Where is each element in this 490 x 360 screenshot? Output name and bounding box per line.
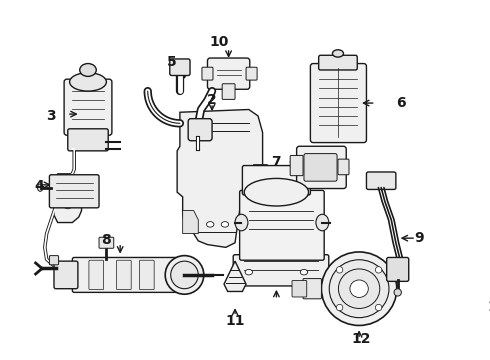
FancyBboxPatch shape [202, 67, 213, 80]
Text: 12: 12 [351, 332, 371, 346]
Ellipse shape [207, 222, 214, 227]
Ellipse shape [321, 252, 397, 325]
Ellipse shape [165, 256, 204, 294]
FancyBboxPatch shape [233, 255, 329, 286]
Text: 2: 2 [207, 93, 217, 107]
Text: 11: 11 [225, 314, 245, 328]
FancyBboxPatch shape [49, 175, 99, 208]
FancyBboxPatch shape [64, 79, 112, 135]
FancyBboxPatch shape [140, 260, 154, 290]
Ellipse shape [316, 214, 329, 231]
FancyBboxPatch shape [222, 84, 235, 99]
Text: 5: 5 [167, 55, 176, 69]
Ellipse shape [235, 214, 248, 231]
Text: 10: 10 [210, 35, 229, 49]
FancyBboxPatch shape [318, 55, 357, 70]
FancyBboxPatch shape [240, 190, 324, 260]
Text: 6: 6 [395, 96, 405, 110]
Text: 3: 3 [47, 109, 56, 123]
Text: 7: 7 [271, 155, 281, 169]
Ellipse shape [375, 267, 382, 273]
FancyBboxPatch shape [387, 257, 409, 282]
FancyBboxPatch shape [290, 156, 303, 176]
FancyBboxPatch shape [68, 129, 108, 151]
FancyBboxPatch shape [54, 261, 78, 289]
Ellipse shape [350, 280, 368, 297]
Ellipse shape [375, 304, 382, 311]
FancyBboxPatch shape [243, 166, 310, 195]
FancyBboxPatch shape [303, 279, 321, 299]
FancyBboxPatch shape [49, 256, 59, 265]
Ellipse shape [244, 179, 309, 206]
Ellipse shape [337, 267, 343, 273]
Ellipse shape [329, 260, 389, 318]
FancyBboxPatch shape [310, 64, 367, 143]
Ellipse shape [64, 185, 72, 190]
FancyBboxPatch shape [188, 119, 212, 141]
Ellipse shape [245, 269, 252, 275]
FancyBboxPatch shape [292, 280, 307, 297]
Ellipse shape [64, 203, 72, 209]
Ellipse shape [70, 73, 106, 91]
Ellipse shape [337, 304, 343, 311]
Ellipse shape [37, 184, 43, 191]
FancyBboxPatch shape [89, 260, 103, 290]
Text: 1: 1 [488, 300, 490, 314]
Ellipse shape [394, 289, 401, 296]
Text: 8: 8 [101, 233, 111, 247]
FancyBboxPatch shape [304, 154, 337, 181]
FancyBboxPatch shape [246, 67, 257, 80]
Polygon shape [177, 109, 263, 247]
Ellipse shape [80, 64, 96, 76]
Polygon shape [183, 211, 198, 234]
FancyBboxPatch shape [296, 146, 346, 189]
FancyBboxPatch shape [170, 59, 190, 76]
FancyBboxPatch shape [73, 257, 182, 292]
Text: 4: 4 [34, 179, 44, 193]
FancyBboxPatch shape [338, 159, 349, 175]
FancyBboxPatch shape [117, 260, 131, 290]
Ellipse shape [221, 222, 229, 227]
FancyBboxPatch shape [367, 172, 396, 189]
FancyBboxPatch shape [207, 58, 250, 89]
Ellipse shape [339, 269, 380, 309]
Polygon shape [54, 174, 81, 222]
Ellipse shape [300, 269, 308, 275]
Polygon shape [224, 261, 246, 292]
FancyBboxPatch shape [99, 237, 114, 248]
Polygon shape [253, 165, 272, 183]
Text: 9: 9 [414, 231, 424, 245]
Ellipse shape [332, 50, 343, 57]
Ellipse shape [171, 261, 198, 289]
